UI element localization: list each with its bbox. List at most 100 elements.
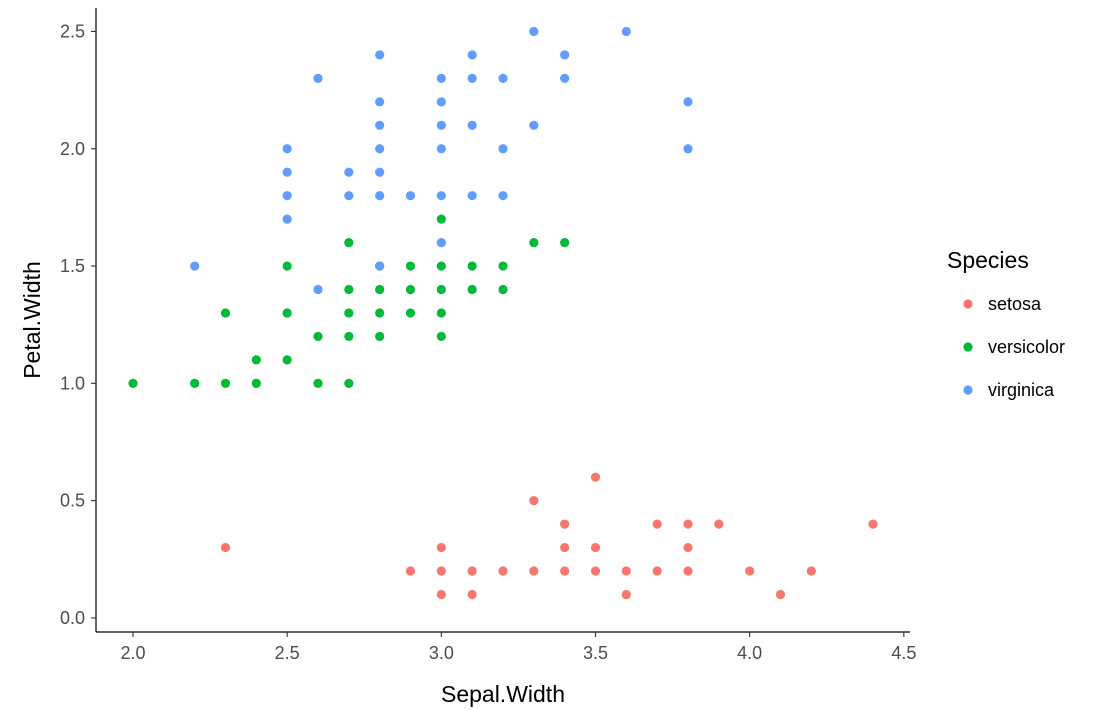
data-point-virginica xyxy=(621,26,631,37)
y-tick-label: 2.0 xyxy=(60,139,85,159)
data-point-setosa xyxy=(436,542,446,553)
data-point-virginica xyxy=(467,73,477,83)
y-axis-ticks: 0.0 0.5 1.0 1.5 2.0 2.5 xyxy=(60,21,96,628)
data-point-versicolor xyxy=(405,284,416,295)
data-point-versicolor xyxy=(251,378,261,388)
data-point-virginica xyxy=(375,167,385,177)
data-point-virginica xyxy=(467,191,477,201)
data-point-versicolor xyxy=(344,331,354,342)
y-tick-label: 0.0 xyxy=(60,608,85,628)
x-tick-label: 2.5 xyxy=(275,643,300,663)
data-point-virginica xyxy=(313,73,323,83)
data-point-versicolor xyxy=(282,308,292,318)
data-point-versicolor xyxy=(436,261,446,271)
data-point-setosa xyxy=(498,566,508,576)
data-point-setosa xyxy=(714,519,724,529)
data-point-virginica xyxy=(344,167,354,177)
data-point-setosa xyxy=(467,566,477,576)
data-point-versicolor xyxy=(282,355,292,365)
legend-label-setosa: setosa xyxy=(988,294,1042,314)
data-point-virginica xyxy=(498,191,508,201)
data-point-versicolor xyxy=(313,378,323,388)
points-layer xyxy=(128,26,878,600)
data-point-versicolor xyxy=(282,261,292,271)
data-point-versicolor xyxy=(529,237,539,248)
data-point-setosa xyxy=(652,566,662,576)
legend-key-setosa xyxy=(963,299,973,309)
data-point-virginica xyxy=(436,120,446,130)
data-point-virginica xyxy=(375,97,385,107)
y-tick-label: 1.5 xyxy=(60,256,85,276)
data-point-setosa xyxy=(436,566,446,576)
data-point-virginica xyxy=(436,237,446,248)
data-point-versicolor xyxy=(436,331,446,342)
data-point-versicolor xyxy=(405,308,416,318)
data-point-versicolor xyxy=(436,308,446,318)
data-point-setosa xyxy=(436,589,446,600)
data-point-virginica xyxy=(467,120,477,130)
data-point-virginica xyxy=(375,144,385,154)
data-point-setosa xyxy=(683,542,693,553)
data-point-virginica xyxy=(560,50,570,60)
data-point-setosa xyxy=(560,566,570,576)
data-point-virginica xyxy=(529,26,539,37)
data-point-setosa xyxy=(590,566,601,576)
data-point-virginica xyxy=(436,144,446,154)
data-point-virginica xyxy=(467,50,477,60)
data-point-setosa xyxy=(529,496,539,506)
data-point-virginica xyxy=(282,167,292,177)
data-point-virginica xyxy=(683,144,693,154)
data-point-setosa xyxy=(806,566,816,576)
data-point-versicolor xyxy=(344,308,354,318)
data-point-versicolor xyxy=(251,355,261,365)
x-tick-label: 2.0 xyxy=(120,643,145,663)
data-point-virginica xyxy=(529,120,539,130)
data-point-setosa xyxy=(560,519,570,529)
data-point-versicolor xyxy=(436,214,446,224)
data-point-versicolor xyxy=(344,378,354,388)
data-point-setosa xyxy=(745,566,755,576)
data-point-virginica xyxy=(282,191,292,201)
data-point-setosa xyxy=(405,566,416,576)
y-tick-label: 1.0 xyxy=(60,373,85,393)
data-point-versicolor xyxy=(128,378,138,388)
data-point-versicolor xyxy=(313,331,323,342)
data-point-virginica xyxy=(683,97,693,107)
legend-label-versicolor: versicolor xyxy=(988,337,1065,357)
x-tick-label: 3.5 xyxy=(583,643,608,663)
data-point-setosa xyxy=(683,519,693,529)
data-point-virginica xyxy=(282,144,292,154)
legend-key-versicolor xyxy=(963,342,973,352)
x-tick-label: 4.0 xyxy=(737,643,762,663)
y-tick-label: 0.5 xyxy=(60,491,85,511)
x-axis-title: Sepal.Width xyxy=(441,681,565,707)
data-point-virginica xyxy=(436,191,446,201)
data-point-versicolor xyxy=(498,284,508,295)
data-point-virginica xyxy=(405,191,416,201)
data-point-virginica xyxy=(375,50,385,60)
legend-key-virginica xyxy=(963,385,973,395)
data-point-setosa xyxy=(590,542,601,553)
data-point-virginica xyxy=(375,120,385,130)
data-point-setosa xyxy=(467,589,477,600)
x-axis-ticks: 2.0 2.5 3.0 3.5 4.0 4.5 xyxy=(120,632,916,663)
data-point-versicolor xyxy=(498,261,508,271)
data-point-setosa xyxy=(868,519,878,529)
data-point-setosa xyxy=(652,519,662,529)
data-point-virginica xyxy=(190,261,200,271)
x-tick-label: 4.5 xyxy=(891,643,916,663)
data-point-versicolor xyxy=(344,284,354,295)
data-point-virginica xyxy=(498,73,508,83)
data-point-setosa xyxy=(621,589,631,600)
legend-title: Species xyxy=(947,247,1029,273)
data-point-virginica xyxy=(344,191,354,201)
data-point-virginica xyxy=(436,73,446,83)
data-point-versicolor xyxy=(344,237,354,248)
data-point-virginica xyxy=(313,284,323,295)
data-point-virginica xyxy=(375,261,385,271)
data-point-versicolor xyxy=(436,284,446,295)
y-tick-label: 2.5 xyxy=(60,21,85,41)
data-point-versicolor xyxy=(405,261,416,271)
data-point-virginica xyxy=(560,73,570,83)
